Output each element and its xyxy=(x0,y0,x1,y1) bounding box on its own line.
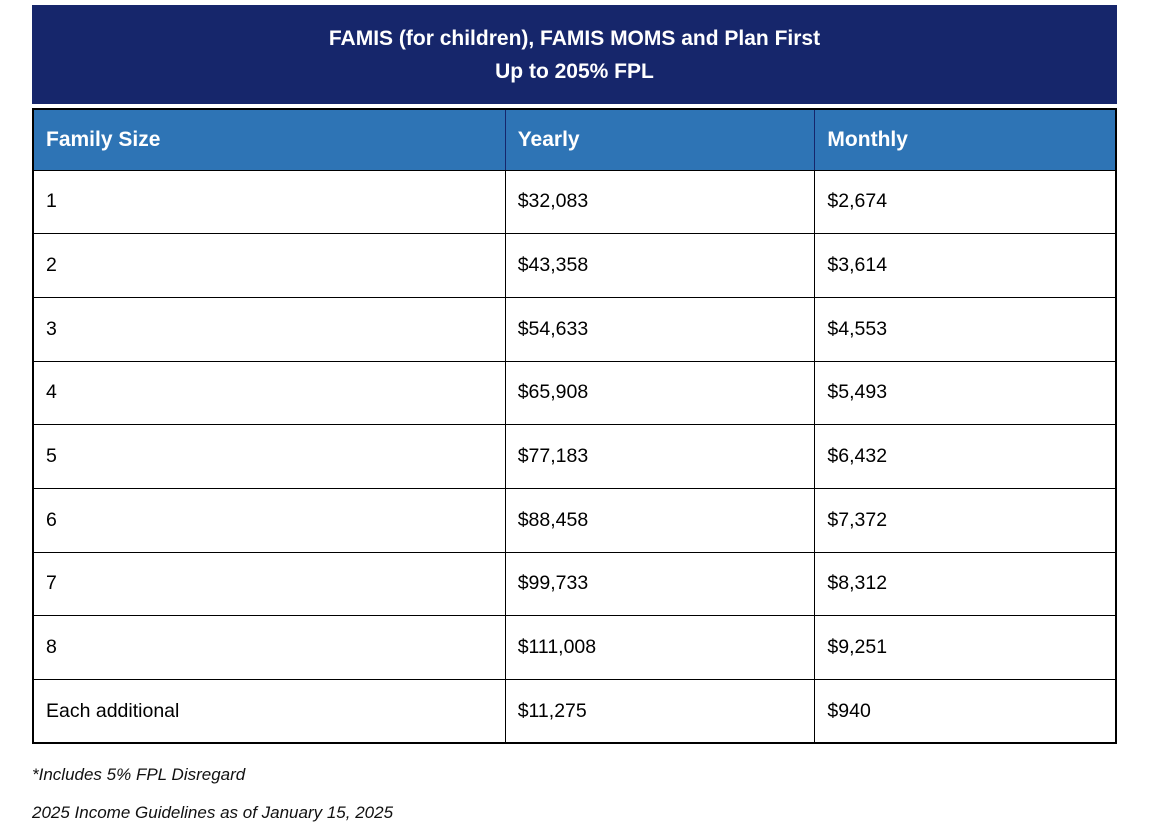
title-table-gap xyxy=(32,104,1117,108)
yearly-cell: $54,633 xyxy=(504,296,816,362)
monthly-cell: $2,674 xyxy=(814,169,1117,235)
table-row: 1 $32,083 $2,674 xyxy=(32,169,1117,235)
table-row: 2 $43,358 $3,614 xyxy=(32,233,1117,298)
header-row: Family Size Yearly Monthly xyxy=(32,108,1117,171)
footnotes: *Includes 5% FPL Disregard 2025 Income G… xyxy=(32,763,393,830)
footnote-guidelines-date: 2025 Income Guidelines as of January 15,… xyxy=(32,803,394,822)
income-guidelines-table: Family Size Yearly Monthly 1 $32,083 $2,… xyxy=(32,108,1117,745)
family-size-cell: 6 xyxy=(32,487,506,553)
family-size-cell: 1 xyxy=(32,169,506,235)
monthly-cell: $6,432 xyxy=(814,424,1117,489)
column-header-yearly: Yearly xyxy=(504,108,816,171)
table-row: 5 $77,183 $6,432 xyxy=(32,424,1117,489)
family-size-cell: 3 xyxy=(32,296,506,362)
table-title-line1: FAMIS (for children), FAMIS MOMS and Pla… xyxy=(328,27,821,50)
table-row: 6 $88,458 $7,372 xyxy=(32,487,1117,553)
table-row: 8 $111,008 $9,251 xyxy=(32,615,1117,680)
footnote-fpl-disregard: *Includes 5% FPL Disregard xyxy=(32,765,246,784)
yearly-cell: $32,083 xyxy=(504,169,816,235)
family-size-cell: 2 xyxy=(32,233,506,298)
table-row: 3 $54,633 $4,553 xyxy=(32,296,1117,362)
family-size-cell: 8 xyxy=(32,615,506,680)
monthly-cell: $3,614 xyxy=(814,233,1117,298)
table-body: 1 $32,083 $2,674 2 $43,358 $3,614 3 $54,… xyxy=(32,169,1117,744)
monthly-cell: $4,553 xyxy=(814,296,1117,362)
column-header-family-size: Family Size xyxy=(32,108,506,171)
yearly-cell: $99,733 xyxy=(504,551,816,617)
monthly-cell: $5,493 xyxy=(814,360,1117,426)
yearly-cell: $88,458 xyxy=(504,487,816,553)
family-size-cell: 7 xyxy=(32,551,506,617)
monthly-cell: $9,251 xyxy=(814,615,1117,680)
table-row: 7 $99,733 $8,312 xyxy=(32,551,1117,617)
monthly-cell: $7,372 xyxy=(814,487,1117,553)
table-title-line2: Up to 205% FPL xyxy=(495,60,654,83)
column-header-monthly: Monthly xyxy=(814,108,1117,171)
family-size-cell: 5 xyxy=(32,424,506,489)
table-row: 4 $65,908 $5,493 xyxy=(32,360,1117,426)
monthly-cell: $940 xyxy=(814,679,1117,744)
yearly-cell: $77,183 xyxy=(504,424,816,489)
table-row: Each additional $11,275 $940 xyxy=(32,679,1117,744)
table-title-band: FAMIS (for children), FAMIS MOMS and Pla… xyxy=(32,5,1117,104)
yearly-cell: $43,358 xyxy=(504,233,816,298)
yearly-cell: $111,008 xyxy=(504,615,816,680)
family-size-cell: Each additional xyxy=(32,679,506,744)
monthly-cell: $8,312 xyxy=(814,551,1117,617)
family-size-cell: 4 xyxy=(32,360,506,426)
income-guidelines-table-wrap: FAMIS (for children), FAMIS MOMS and Pla… xyxy=(32,5,1117,745)
yearly-cell: $11,275 xyxy=(504,679,816,744)
yearly-cell: $65,908 xyxy=(504,360,816,426)
